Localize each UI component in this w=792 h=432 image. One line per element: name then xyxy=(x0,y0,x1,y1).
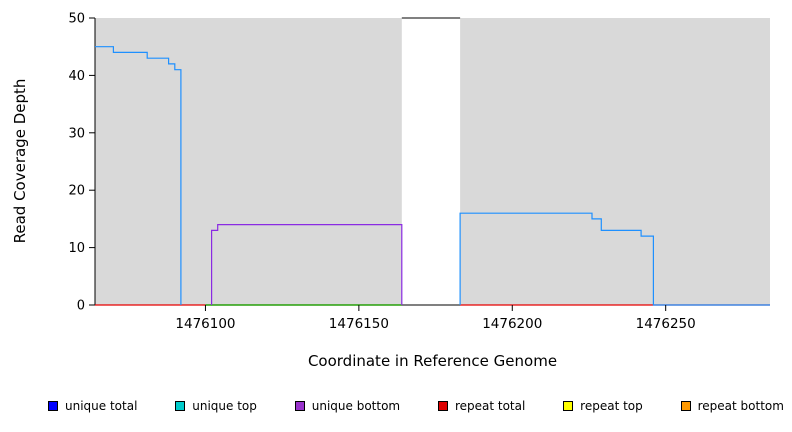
legend-label: unique total xyxy=(65,399,138,413)
plot-svg: 0 10 20 30 40 50 1476100 1476150 1476200 1476250 xyxy=(68,12,770,332)
y-axis-title: Read Coverage Depth xyxy=(11,78,29,244)
y-tick-label: 40 xyxy=(68,69,85,84)
series-unique-total-right-segment xyxy=(459,212,770,306)
y-tick-label: 10 xyxy=(68,241,85,256)
legend-label: repeat top xyxy=(580,399,643,413)
x-tick-label: 1476100 xyxy=(175,316,235,332)
x-tick-label: 1476150 xyxy=(329,316,389,332)
legend-item-repeat-top: repeat top xyxy=(563,399,643,413)
legend-swatch-unique-bottom xyxy=(294,401,305,411)
legend: unique total unique top unique bottom repea… xyxy=(48,399,784,413)
x-axis-title: Coordinate in Reference Genome xyxy=(307,352,558,370)
y-tick-label: 30 xyxy=(68,126,85,141)
legend-item-unique-top: unique top xyxy=(175,399,257,413)
legend-item-repeat-total: repeat total xyxy=(437,399,526,413)
y-tick-label: 20 xyxy=(68,184,85,199)
legend-swatch-repeat-top xyxy=(563,401,574,411)
legend-swatch-unique-top xyxy=(175,401,186,411)
legend-label: unique bottom xyxy=(311,399,401,413)
x-tick-label: 1476200 xyxy=(482,316,542,332)
legend-label: unique top xyxy=(192,399,257,413)
legend-item-repeat-bottom: repeat bottom xyxy=(680,399,784,413)
coverage-region-right xyxy=(460,18,770,305)
coverage-region-left xyxy=(95,18,402,305)
legend-swatch-unique-total xyxy=(48,401,58,411)
legend-label: repeat bottom xyxy=(697,399,784,413)
legend-swatch-repeat-total xyxy=(437,401,448,411)
x-tick-label: 1476250 xyxy=(636,316,696,332)
legend-swatch-repeat-bottom xyxy=(680,401,691,411)
y-tick-label: 0 xyxy=(77,299,85,314)
legend-label: repeat total xyxy=(454,399,526,413)
legend-item-unique-total: unique total xyxy=(48,399,137,413)
series-unique-total-left-segment xyxy=(95,46,182,305)
y-tick-label: 50 xyxy=(68,12,85,27)
series-unique-bottom xyxy=(211,224,403,305)
legend-item-unique-bottom: unique bottom xyxy=(294,399,401,413)
